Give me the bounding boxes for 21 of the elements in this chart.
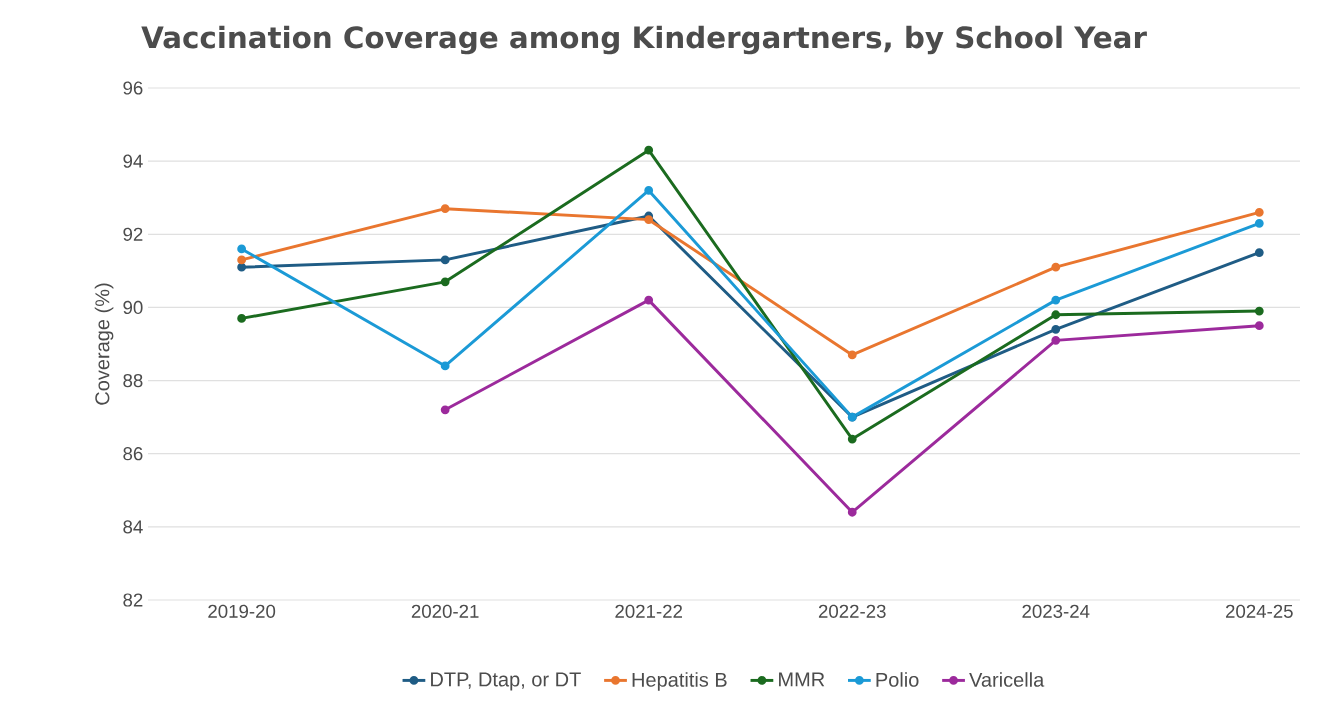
x-tick-label: 2023-24 [1022, 604, 1090, 618]
y-axis-title: Coverage (%) [94, 283, 114, 405]
y-tick-label: 88 [123, 373, 143, 388]
y-tick-label: 84 [123, 520, 143, 534]
y-tick-label: 90 [123, 300, 143, 315]
y-tick-label: 96 [123, 81, 143, 95]
x-tick-label: 2019-20 [208, 604, 276, 618]
x-tick-label: 2024-25 [1225, 604, 1293, 618]
x-tick-label: 2022-23 [818, 604, 886, 618]
y-tick-label: 82 [123, 593, 143, 607]
y-tick-label: 86 [123, 447, 143, 461]
legend-label: DTP, Dtap, or DT [431, 672, 581, 691]
legend-label: Polio [876, 672, 919, 687]
legend-label: Hepatitis B [632, 672, 727, 691]
x-tick-label: 2020-21 [411, 604, 479, 618]
chart-title: Vaccination Coverage among Kindergartners, by School Year [141, 25, 1147, 55]
y-tick-label: 92 [123, 227, 143, 241]
y-tick-label: 94 [123, 154, 143, 168]
legend-label: Varicella [969, 672, 1045, 687]
x-tick-label: 2021-22 [615, 604, 683, 618]
legend-label: MMR [779, 672, 825, 687]
